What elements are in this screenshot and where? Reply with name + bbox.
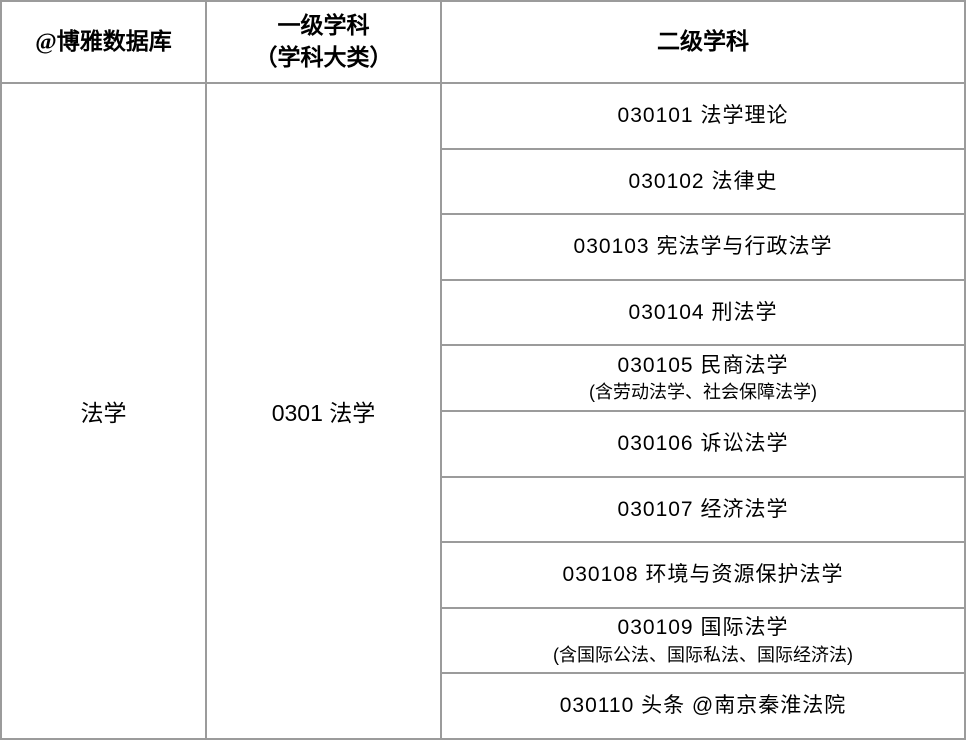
column-3: 二级学科 030101 法学理论 030102 法律史 030103 宪法学与行…: [442, 2, 964, 738]
subject-main: 030105 民商法学: [618, 351, 789, 380]
header-col3-text: 二级学科: [657, 26, 749, 58]
table-row: 030107 经济法学: [442, 478, 964, 544]
table-row: 030103 宪法学与行政法学: [442, 215, 964, 281]
header-col2-line2: （学科大类）: [255, 42, 393, 74]
column-2: 一级学科 （学科大类） 0301 法学: [207, 2, 442, 738]
subject-main: 030108 环境与资源保护法学: [563, 560, 844, 589]
table-row: 030102 法律史: [442, 150, 964, 216]
header-col3: 二级学科: [442, 2, 964, 84]
header-col2-line1: 一级学科: [278, 10, 370, 42]
table-row: 030101 法学理论: [442, 84, 964, 150]
header-col2: 一级学科 （学科大类）: [207, 2, 440, 84]
table-container: @博雅数据库 法学 一级学科 （学科大类） 0301 法学 二级学科 03010…: [0, 0, 966, 740]
subject-main: 030102 法律史: [629, 167, 778, 196]
table-row: 030110 头条 @南京秦淮法院: [442, 674, 964, 738]
col2-value: 0301 法学: [272, 394, 376, 428]
subject-main: 030101 法学理论: [618, 101, 789, 130]
col1-body: 法学: [2, 84, 205, 738]
header-col1-text: @博雅数据库: [35, 26, 171, 58]
table-row: 030104 刑法学: [442, 281, 964, 347]
subject-sub: (含国际公法、国际私法、国际经济法): [553, 643, 853, 668]
table-row: 030105 民商法学 (含劳动法学、社会保障法学): [442, 346, 964, 412]
subject-sub: (含劳动法学、社会保障法学): [589, 380, 817, 405]
col2-body: 0301 法学: [207, 84, 440, 738]
discipline-table: @博雅数据库 法学 一级学科 （学科大类） 0301 法学 二级学科 03010…: [0, 0, 966, 740]
table-row: 030109 国际法学 (含国际公法、国际私法、国际经济法): [442, 609, 964, 675]
col3-body: 030101 法学理论 030102 法律史 030103 宪法学与行政法学 0…: [442, 84, 964, 738]
header-col1: @博雅数据库: [2, 2, 205, 84]
subject-main: 030110 头条 @南京秦淮法院: [560, 691, 847, 720]
col1-value: 法学: [81, 394, 127, 428]
column-1: @博雅数据库 法学: [2, 2, 207, 738]
subject-main: 030103 宪法学与行政法学: [574, 232, 833, 261]
subject-main: 030109 国际法学: [618, 613, 789, 642]
table-row: 030106 诉讼法学: [442, 412, 964, 478]
subject-main: 030107 经济法学: [618, 495, 789, 524]
table-row: 030108 环境与资源保护法学: [442, 543, 964, 609]
subject-main: 030106 诉讼法学: [618, 429, 789, 458]
subject-main: 030104 刑法学: [629, 298, 778, 327]
